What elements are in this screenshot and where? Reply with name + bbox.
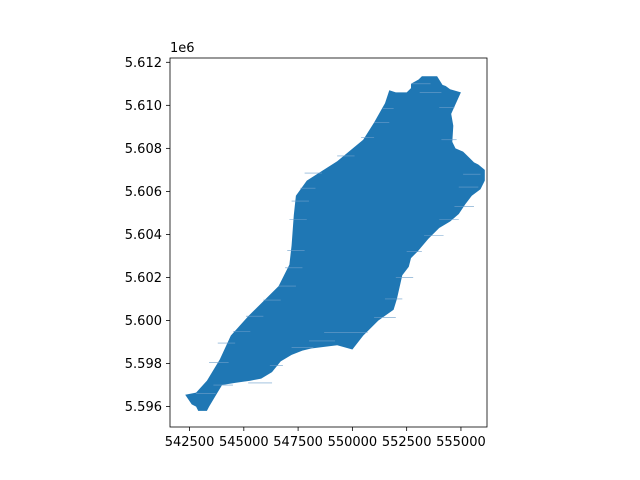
plot-area <box>185 76 485 411</box>
x-tick-label: 552500 <box>382 435 432 450</box>
y-tick-label: 5.610 <box>125 99 162 114</box>
y-axis-offset-label: 1e6 <box>170 41 195 56</box>
region-hatch <box>196 83 481 394</box>
y-axis: 5.596 5.598 5.600 5.602 5.604 5.606 5.608 5.610… <box>125 56 170 415</box>
axes-frame <box>169 57 488 428</box>
x-tick-label: 555000 <box>436 435 486 450</box>
y-tick-label: 5.596 <box>125 400 162 415</box>
region-polygon <box>185 76 485 411</box>
x-axis: 542500 545000 547500 550000 552500 555000 <box>165 427 486 450</box>
y-tick-label: 5.612 <box>125 56 162 71</box>
y-tick-label: 5.604 <box>125 228 162 243</box>
y-tick-label: 5.602 <box>125 271 162 286</box>
y-tick-label: 5.606 <box>125 185 162 200</box>
y-tick-label: 5.598 <box>125 357 162 372</box>
x-tick-label: 550000 <box>328 435 378 450</box>
y-tick-label: 5.608 <box>125 142 162 157</box>
x-tick-label: 545000 <box>219 435 269 450</box>
x-tick-label: 547500 <box>273 435 323 450</box>
y-tick-label: 5.600 <box>125 314 162 329</box>
x-tick-label: 542500 <box>165 435 215 450</box>
